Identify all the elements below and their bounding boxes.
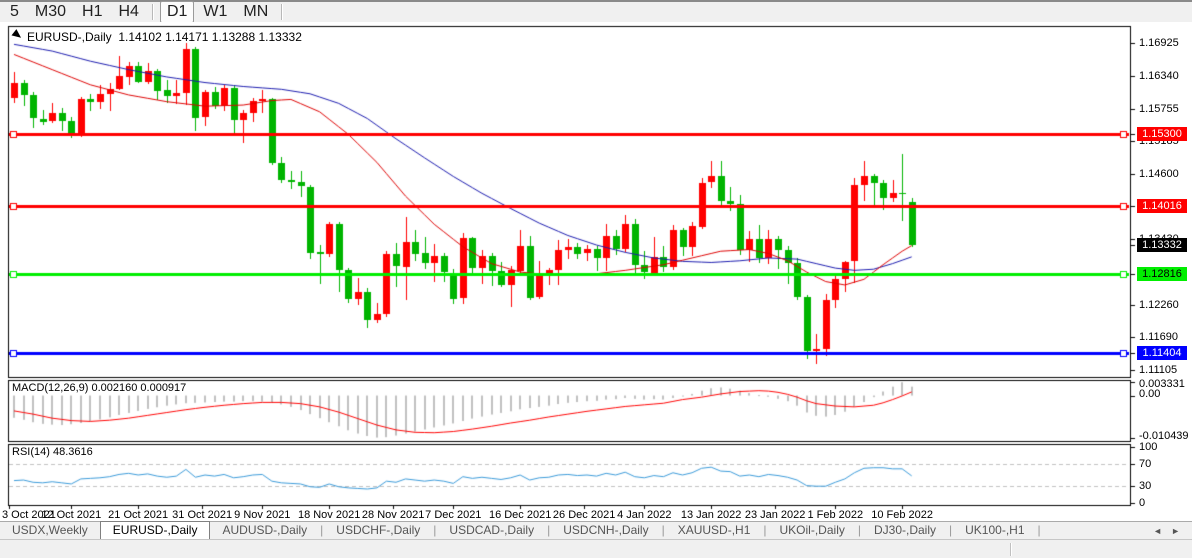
tab-separator: | <box>547 523 551 537</box>
chart-tab-usdchf-daily[interactable]: USDCHF-,Daily <box>336 523 421 537</box>
chart-tab-dj30-daily[interactable]: DJ30-,Daily <box>873 523 936 537</box>
tab-separator: | <box>857 523 861 537</box>
x-axis-date-label: 13 Jan 2022 <box>680 509 742 521</box>
tab-separator: | <box>661 523 665 537</box>
x-axis-date-label: 1 Feb 2022 <box>807 509 864 521</box>
tab-separator: | <box>320 523 324 537</box>
macd-indicator-label: MACD(12,26,9) 0.002160 0.000917 <box>12 382 187 394</box>
timeframe-toolbar: 5 M30 H1 H4 D1 W1 MN <box>0 0 1192 23</box>
x-axis-date-label: 28 Nov 2021 <box>361 509 425 521</box>
chart-ohlc-values: 1.14102 1.14171 1.13288 1.13332 <box>118 30 302 44</box>
rsi-scale-label: 70 <box>1139 457 1152 470</box>
price-level-badge: 1.13332 <box>1137 237 1187 252</box>
price-scale-label: 1.16925 <box>1139 36 1179 49</box>
rsi-scale-label: 100 <box>1139 441 1158 453</box>
x-axis-date-label: 21 Oct 2021 <box>108 509 169 521</box>
x-axis-date-label: 31 Oct 2021 <box>172 509 233 521</box>
chart-tab-ukoil-daily[interactable]: UKOil-,Daily <box>779 523 845 537</box>
x-axis-date-label: 7 Dec 2021 <box>425 509 482 521</box>
chart-tab-uk100-h1[interactable]: UK100-,H1 <box>965 523 1025 537</box>
tab-scroll-left-icon[interactable]: ◄ <box>1153 526 1162 536</box>
toolbar-separator <box>281 4 284 20</box>
price-scale-label: 1.11690 <box>1139 331 1178 344</box>
chart-symbol: EURUSD-,Daily <box>27 30 112 44</box>
macd-scale-label: -0.010439 <box>1139 430 1189 442</box>
chart-tab-usdcnh-daily[interactable]: USDCNH-,Daily <box>563 523 649 537</box>
tab-scroll-right-icon[interactable]: ► <box>1171 526 1180 536</box>
timeframe-button-mn[interactable]: MN <box>236 1 275 23</box>
price-level-badge: 1.12816 <box>1137 266 1187 281</box>
price-scale-label: 1.16340 <box>1139 69 1179 82</box>
tab-separator: | <box>949 523 953 537</box>
timeframe-button-h1[interactable]: H1 <box>75 1 109 23</box>
price-level-badge: 1.11404 <box>1137 346 1187 361</box>
x-axis-date-label: 23 Jan 2022 <box>744 509 806 521</box>
chart-title: EURUSD-,Daily 1.14102 1.14171 1.13288 1.… <box>27 30 302 44</box>
timeframe-button-h4[interactable]: H4 <box>111 1 145 23</box>
x-axis-date-label: 16 Dec 2021 <box>488 509 552 521</box>
price-scale-label: 1.14600 <box>1139 167 1179 180</box>
chart-tab-eurusd-daily[interactable]: EURUSD-,Daily <box>99 521 211 540</box>
price-chart-canvas[interactable] <box>0 22 1192 521</box>
rsi-scale-label: 0 <box>1139 497 1146 509</box>
timeframe-button-5[interactable]: 5 <box>3 1 26 23</box>
chart-tab-usdcad-daily[interactable]: USDCAD-,Daily <box>449 523 535 537</box>
chart-tab-bar: USDX,Weekly EURUSD-,Daily AUDUSD-,Daily | US… <box>0 521 1192 540</box>
x-axis-date-label: 3 Oct 2021 <box>2 509 56 521</box>
price-scale-label: 1.12260 <box>1139 299 1179 312</box>
status-bar <box>0 539 1192 558</box>
chart-tab-xauusd-h1[interactable]: XAUUSD-,H1 <box>677 523 751 537</box>
rsi-indicator-label: RSI(14) 48.3616 <box>12 446 93 458</box>
tab-separator: | <box>433 523 437 537</box>
macd-scale-label: 0.00 <box>1139 388 1161 400</box>
status-bar-divider <box>1010 543 1012 556</box>
x-axis-date-label: 26 Dec 2021 <box>552 509 616 521</box>
x-axis-date-label: 4 Jan 2022 <box>617 509 672 521</box>
timeframe-button-d1[interactable]: D1 <box>159 1 195 23</box>
price-level-badge: 1.15300 <box>1137 127 1187 142</box>
tab-separator: | <box>763 523 767 537</box>
price-level-badge: 1.14016 <box>1137 199 1187 214</box>
x-axis-date-label: 9 Nov 2021 <box>234 509 291 521</box>
timeframe-button-m30[interactable]: M30 <box>28 1 73 23</box>
chart-window[interactable]: EURUSD-,Daily 1.14102 1.14171 1.13288 1.… <box>0 22 1192 521</box>
x-axis-date-label: 12 Oct 2021 <box>41 509 102 521</box>
timeframe-button-w1[interactable]: W1 <box>196 1 234 23</box>
x-axis-date-label: 10 Feb 2022 <box>871 509 934 521</box>
macd-scale-label: 0.003331 <box>1139 378 1185 390</box>
tab-separator: | <box>1037 523 1041 537</box>
rsi-scale-label: 30 <box>1139 480 1152 493</box>
x-axis-date-label: 18 Nov 2021 <box>297 509 361 521</box>
price-scale-label: 1.15755 <box>1139 102 1179 115</box>
toolbar-separator <box>151 4 154 20</box>
chart-tab-audusd-daily[interactable]: AUDUSD-,Daily <box>222 523 308 537</box>
chart-tab-usdx-weekly[interactable]: USDX,Weekly <box>12 523 88 537</box>
price-scale-label: 1.11105 <box>1139 364 1178 377</box>
